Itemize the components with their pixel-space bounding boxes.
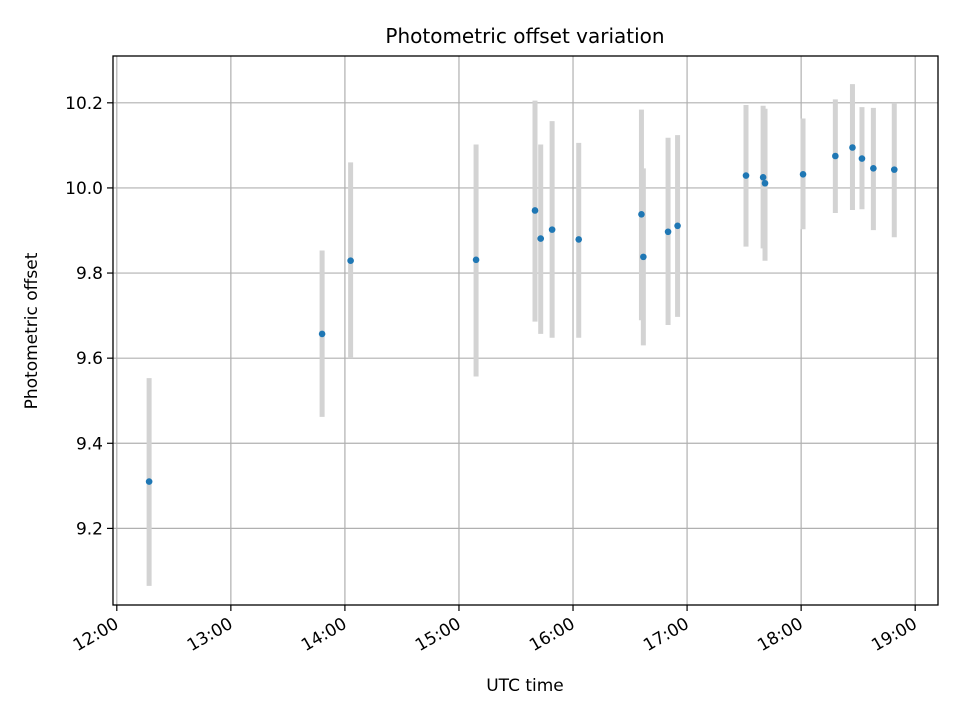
plot-frame — [112, 55, 939, 606]
data-point — [575, 236, 583, 243]
data-point — [472, 256, 480, 264]
data-point — [832, 152, 839, 160]
y-tick-label: 9.6 — [76, 349, 103, 369]
data-point — [674, 222, 681, 230]
data-points — [145, 144, 898, 485]
data-point — [638, 211, 645, 218]
data-point — [742, 172, 750, 179]
grid — [113, 56, 938, 605]
y-axis-ticks: 9.2 9.4 9.6 9.8 10.0 10.2 — [65, 94, 113, 539]
data-point — [318, 330, 326, 338]
data-point — [145, 478, 153, 485]
data-point — [761, 179, 769, 187]
data-point — [548, 226, 556, 233]
y-tick-label: 9.4 — [76, 434, 103, 454]
data-point — [858, 155, 866, 162]
y-tick-label: 10.0 — [65, 179, 103, 199]
y-tick-label: 9.8 — [76, 264, 103, 284]
data-point — [537, 235, 545, 242]
data-point — [870, 165, 877, 172]
data-point — [664, 228, 672, 236]
data-point — [849, 144, 856, 151]
y-tick-label: 9.2 — [76, 519, 103, 539]
data-point — [759, 173, 767, 181]
data-point — [640, 253, 647, 261]
data-point — [347, 257, 354, 265]
data-point — [890, 166, 898, 173]
data-point — [799, 171, 807, 178]
y-tick-label: 10.2 — [65, 94, 103, 114]
x-axis-label: UTC time — [486, 676, 564, 696]
y-axis-label: Photometric offset — [22, 252, 42, 409]
chart-title: Photometric offset variation — [385, 24, 664, 48]
data-point — [531, 207, 539, 214]
